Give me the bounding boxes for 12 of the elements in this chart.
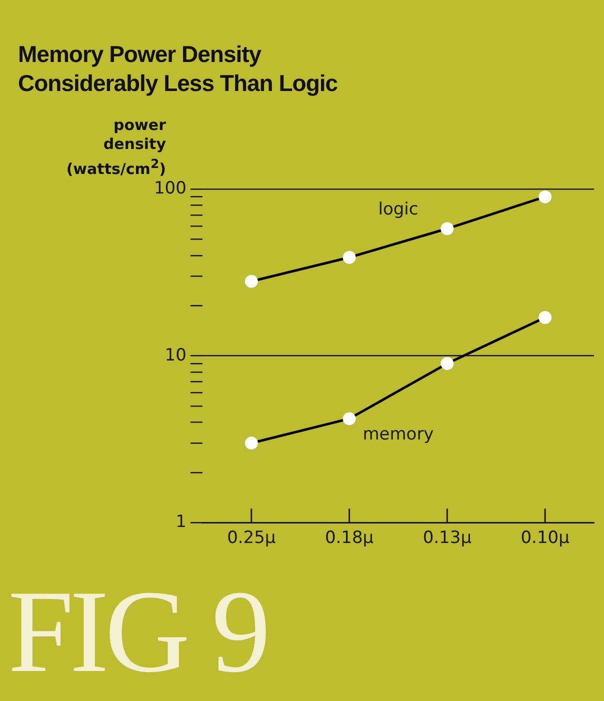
x-tick-label: 0.10μ [520, 528, 570, 548]
y-tick-label: 1 [176, 512, 186, 532]
caption: FIG 9 [8, 566, 267, 697]
x-tick-label: 0.13μ [422, 528, 472, 548]
chart-title: Memory Power Density Considerably Less Than Logic [18, 40, 338, 98]
y-tick-label: 10 [164, 345, 186, 366]
series-label: logic [378, 200, 418, 220]
x-tick-label: 0.18μ [324, 528, 374, 548]
y-tick-label: 100 [154, 178, 186, 199]
y-axis-title: power density (watts/cm$^{2}$) [65, 116, 166, 179]
series-label: memory [362, 424, 434, 445]
x-tick-label: 0.25μ [227, 528, 276, 548]
